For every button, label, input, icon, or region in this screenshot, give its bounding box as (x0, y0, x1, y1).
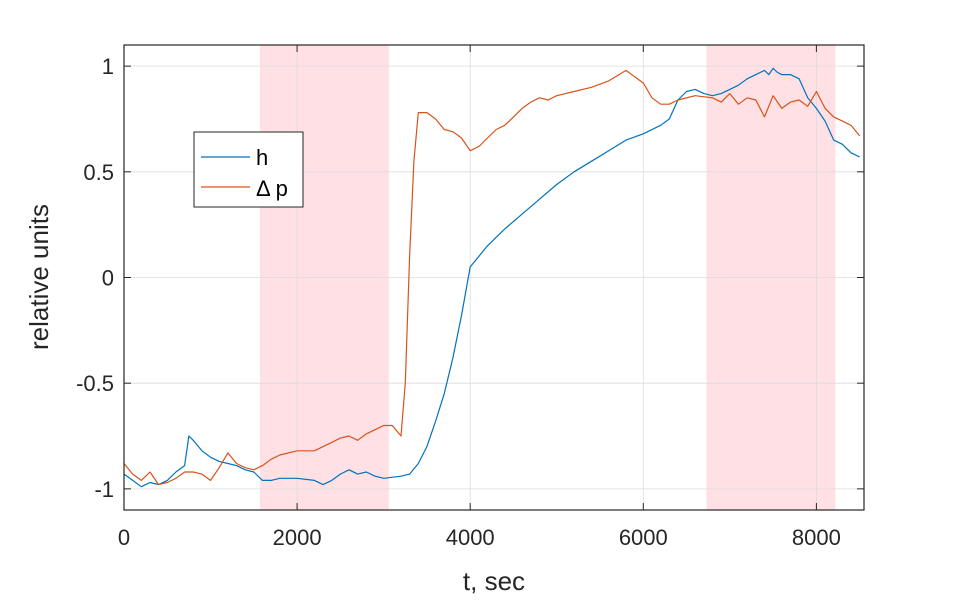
x-tick-label: 8000 (792, 525, 841, 550)
x-tick-label: 0 (118, 525, 130, 550)
x-tick-label: 2000 (273, 525, 322, 550)
y-axis-label: relative units (24, 204, 54, 350)
legend-label-delta-p: Δ p (256, 176, 288, 201)
legend-label-h: h (256, 145, 268, 170)
y-tick-label: -0.5 (76, 371, 114, 396)
series-lines (123, 67, 861, 488)
x-tick-label: 4000 (446, 525, 495, 550)
y-tick-label: -1 (94, 477, 114, 502)
legend: h Δ p (193, 131, 304, 208)
y-tick-label: 0 (102, 266, 114, 291)
legend-box (193, 131, 304, 208)
x-axis-label: t, sec (463, 566, 525, 596)
y-tick-label: 0.5 (83, 160, 114, 185)
grid-lines (123, 45, 864, 510)
series-line-1 (123, 69, 861, 486)
axis-ticks (123, 45, 864, 510)
x-tick-label: 6000 (619, 525, 668, 550)
axis-tick-labels: 0 2000 4000 6000 8000 -1 -0.5 0 0.5 1 (76, 54, 841, 550)
y-tick-label: 1 (102, 54, 114, 79)
